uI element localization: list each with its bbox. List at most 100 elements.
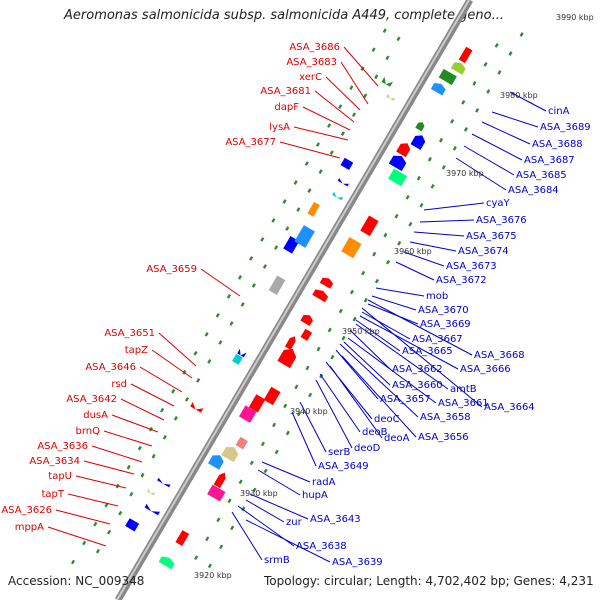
gene-block[interactable] [341,237,362,259]
gene-label[interactable]: ASA_3681 [260,86,311,97]
gene-label[interactable]: ASA_3657 [380,394,431,405]
gene-label[interactable]: tapZ [125,345,148,356]
gene-label[interactable]: ASA_3685 [516,170,567,181]
gene-label[interactable]: cyaY [486,198,511,209]
gene-block[interactable] [268,275,286,295]
gene-label[interactable]: ASA_3665 [402,346,453,357]
gene-block[interactable] [125,518,140,532]
gene-block[interactable] [294,225,315,248]
gene-label[interactable]: ASA_3626 [1,505,52,516]
gene-label[interactable]: ASA_3662 [392,364,443,375]
gene-label[interactable]: ASA_3677 [225,137,276,148]
gene-block[interactable] [458,46,473,64]
gene-label[interactable]: ASA_3676 [476,215,527,226]
gene-arrow[interactable] [332,191,344,201]
gene-arrow[interactable] [381,76,393,87]
gene-label[interactable]: ASA_3674 [458,246,509,257]
gene-label[interactable]: ASA_3646 [85,362,136,373]
gene-block[interactable] [232,353,243,365]
gene-label[interactable]: ASA_3667 [412,334,463,345]
gene-arrow[interactable] [190,402,204,413]
gene-arrow[interactable] [396,140,412,158]
gene-label[interactable]: rsd [111,379,127,390]
gene-label[interactable]: ASA_3642 [66,394,117,405]
gene-label[interactable]: ASA_3643 [310,514,361,525]
gene-block[interactable] [239,405,257,423]
gene-label[interactable]: ASA_3675 [466,231,517,242]
gene-arrow[interactable] [450,60,467,75]
gene-label[interactable]: ASA_3689 [540,122,591,133]
gene-label[interactable]: serB [328,447,350,458]
gene-label[interactable]: dusA [83,410,108,421]
gene-arrow[interactable] [300,312,314,326]
gene-label[interactable]: deoA [384,433,410,444]
gene-label[interactable]: ASA_3687 [524,155,575,166]
gene-label[interactable]: brnQ [76,426,101,437]
gene-label[interactable]: ASA_3649 [318,461,369,472]
gene-label[interactable]: ASA_3686 [289,42,340,53]
gene-block[interactable] [248,394,266,413]
gene-label[interactable]: mppA [15,522,44,533]
gene-arrow[interactable] [319,275,335,289]
gene-block[interactable] [300,328,313,341]
gene-label[interactable]: ASA_3684 [508,185,559,196]
gene-arrow[interactable] [312,287,329,303]
gene-arrow[interactable] [158,554,176,570]
gene-label[interactable]: ASA_3636 [37,441,88,452]
gene-label[interactable]: ASA_3688 [532,139,583,150]
gene-arrow[interactable] [430,81,447,96]
gene-block[interactable] [175,530,190,546]
gene-label[interactable]: xerC [299,72,322,83]
gene-label[interactable]: cinA [548,106,570,117]
gene-arrow[interactable] [237,348,247,358]
gene-arrow[interactable] [415,120,426,132]
gene-label[interactable]: ASA_3664 [484,402,535,413]
gene-label[interactable]: srmB [264,555,290,566]
gene-label[interactable]: tapT [41,489,64,500]
gene-arrow[interactable] [213,471,228,489]
gene-label[interactable]: tapU [48,471,72,482]
gene-arrow[interactable] [208,452,226,470]
gene-label[interactable]: mob [426,291,448,302]
gene-block[interactable] [340,157,354,171]
gene-arrow[interactable] [277,345,299,369]
gene-arrow[interactable] [410,132,428,150]
gene-arrow[interactable] [284,335,298,350]
gene-label[interactable]: ASA_3661 [438,398,489,409]
gene-label[interactable]: amtB [450,384,477,395]
gene-arrow[interactable] [221,444,240,463]
gene-label[interactable]: ASA_3668 [474,350,525,361]
gene-arrow[interactable] [386,93,396,101]
gene-label[interactable]: ASA_3651 [104,328,155,339]
gene-label[interactable]: ASA_3683 [286,57,337,68]
gene-label[interactable]: ASA_3658 [420,412,471,423]
gene-label[interactable]: ASA_3666 [460,364,511,375]
gene-arrow[interactable] [157,477,171,488]
gene-label[interactable]: ASA_3673 [446,261,497,272]
gene-label[interactable]: ASA_3639 [332,557,383,568]
gene-block[interactable] [263,386,281,406]
gene-label[interactable]: ASA_3660 [392,380,443,391]
gene-label[interactable]: ASA_3672 [436,275,487,286]
gene-arrow[interactable] [146,488,156,496]
gene-block[interactable] [360,215,379,237]
gene-label[interactable]: ASA_3659 [146,264,197,275]
gene-label[interactable]: deoC [374,414,400,425]
gene-label[interactable]: ASA_3670 [418,305,469,316]
gene-block[interactable] [207,484,226,502]
gene-block[interactable] [235,436,248,450]
gene-label[interactable]: zur [286,517,303,528]
gene-block[interactable] [307,201,320,217]
gene-label[interactable]: ASA_3669 [420,319,471,330]
gene-arrow[interactable] [337,178,349,187]
gene-label[interactable]: deoB [362,427,388,438]
gene-label[interactable]: ASA_3638 [296,541,347,552]
gene-label[interactable]: radA [312,477,336,488]
gene-label[interactable]: ASA_3634 [29,456,80,467]
gene-block[interactable] [438,68,457,86]
gene-label[interactable]: ASA_3656 [418,432,469,443]
gene-label[interactable]: dapF [274,102,299,113]
gene-arrow[interactable] [144,503,161,516]
gene-arrow[interactable] [388,152,408,172]
